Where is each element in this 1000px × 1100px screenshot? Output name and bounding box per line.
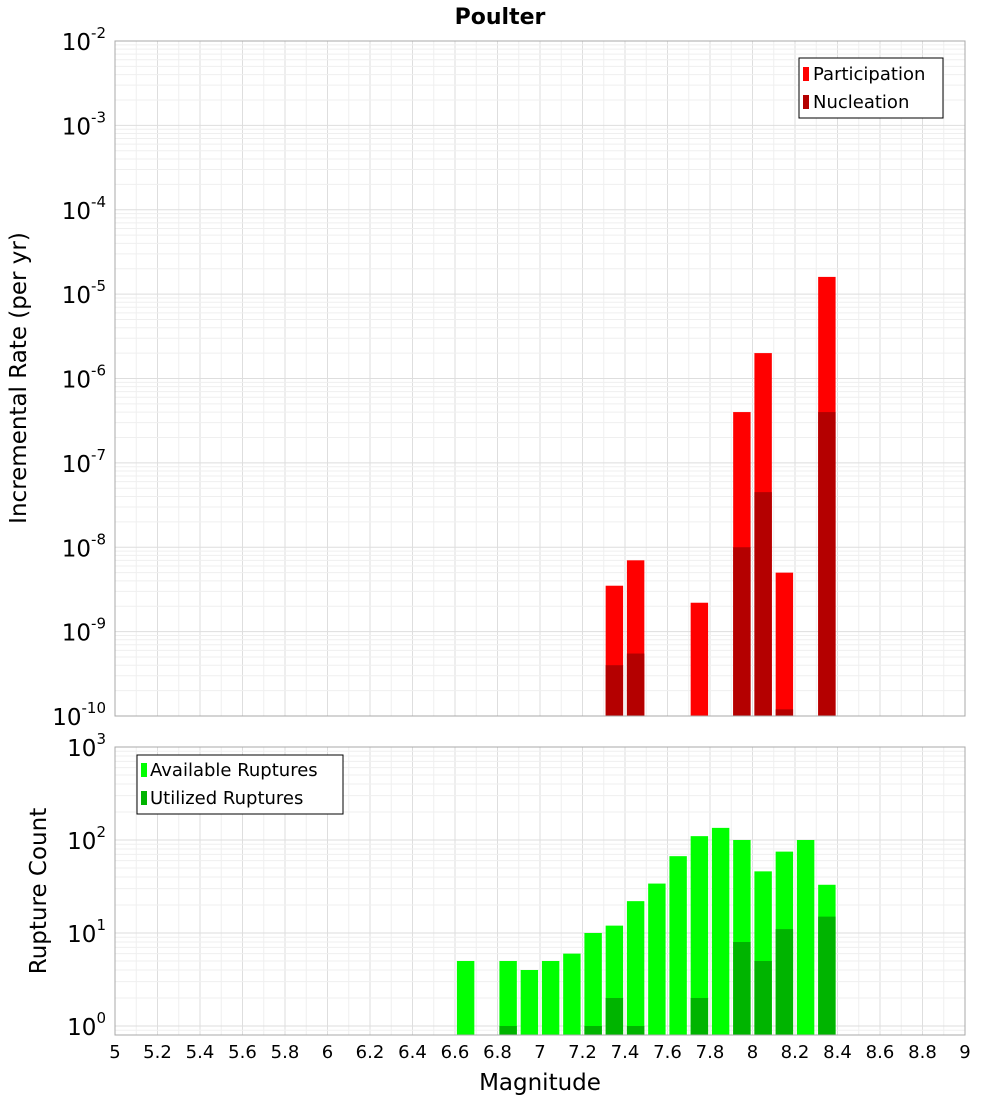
bottom-panel-count: 100 101 102 103 5 5.2 5.4 5.6 5.8 6 6.2 6.4 6.6 6.8 7…	[26, 730, 971, 1096]
count-bar-primary	[541, 960, 560, 1035]
x-tick-label: 8.4	[823, 1042, 852, 1063]
top-y-axis-label: Incremental Rate (per yr)	[6, 232, 32, 524]
y-tick-label: 100	[67, 1009, 106, 1041]
x-tick-label: 6.8	[483, 1042, 512, 1063]
x-tick-label: 7.6	[653, 1042, 682, 1063]
chart-title: Poulter	[455, 5, 546, 30]
x-tick-label: 5.2	[143, 1042, 172, 1063]
bottom-y-tick-labels: 100 101 102 103	[67, 730, 106, 1041]
y-tick-label: 10-6	[62, 362, 106, 394]
rate-bar-secondary	[818, 412, 836, 716]
legend-swatch-utilized	[141, 791, 147, 805]
count-bar-primary	[690, 836, 709, 1035]
bottom-bars	[456, 827, 836, 1035]
y-tick-label: 10-4	[62, 193, 106, 225]
x-tick-label: 6	[322, 1042, 333, 1063]
legend-label-available: Available Ruptures	[150, 760, 318, 781]
legend-label-utilized: Utilized Ruptures	[150, 788, 303, 809]
x-tick-label: 5.4	[186, 1042, 215, 1063]
top-panel-rate: 10-10 10-9 10-8 10-7 10-6 10-5 10-4 10-3 10-2 In…	[6, 24, 966, 731]
count-bar-primary	[563, 953, 581, 1035]
count-bar-primary	[796, 839, 815, 1035]
legend-swatch-participation	[803, 67, 809, 81]
count-bar-primary	[711, 827, 730, 1035]
x-tick-label: 5.8	[271, 1042, 300, 1063]
top-legend: Participation Nucleation	[798, 57, 944, 119]
y-tick-label: 10-7	[62, 446, 106, 478]
count-bar-primary	[648, 883, 666, 1035]
y-tick-label: 10-3	[62, 108, 106, 140]
y-tick-label: 10-2	[62, 24, 106, 56]
rate-bar-primary	[775, 572, 794, 716]
x-tick-label: 8	[747, 1042, 758, 1063]
x-tick-label: 5	[109, 1042, 120, 1063]
count-bar-secondary	[754, 960, 772, 1035]
top-grid	[114, 40, 966, 717]
rate-bar-secondary	[733, 547, 751, 716]
top-y-tick-labels: 10-10 10-9 10-8 10-7 10-6 10-5 10-4 10-3 10-2	[52, 24, 106, 731]
count-bar-primary	[584, 932, 602, 1035]
x-tick-label: 7.2	[568, 1042, 597, 1063]
count-bar-secondary	[733, 942, 751, 1035]
y-tick-label: 10-10	[52, 699, 106, 731]
y-tick-label: 10-5	[62, 277, 106, 309]
legend-label-participation: Participation	[813, 64, 925, 85]
x-tick-label: 5.6	[228, 1042, 257, 1063]
y-tick-label: 103	[67, 730, 106, 762]
x-tick-labels: 5 5.2 5.4 5.6 5.8 6 6.2 6.4 6.6 6.8 7 7.2 7.4 7.6 7.8 8…	[109, 1042, 970, 1063]
top-legend-box	[798, 57, 944, 119]
count-bar-primary	[499, 960, 517, 1035]
y-tick-label: 102	[67, 823, 106, 855]
count-bar-primary	[456, 960, 475, 1035]
x-tick-label: 9	[959, 1042, 970, 1063]
rate-bar-secondary	[754, 492, 772, 716]
rate-bar-secondary	[775, 709, 794, 716]
count-bar-primary	[626, 901, 645, 1035]
count-bar-primary	[669, 856, 687, 1035]
count-bar-secondary	[775, 929, 794, 1035]
top-plot-frame	[114, 40, 966, 717]
bottom-plot-frame	[114, 746, 966, 1036]
x-tick-label: 8.2	[781, 1042, 810, 1063]
y-tick-label: 10-9	[62, 615, 106, 647]
x-axis-label: Magnitude	[479, 1070, 601, 1096]
bottom-y-axis-label: Rupture Count	[26, 808, 52, 974]
rate-bar-secondary	[626, 653, 645, 716]
count-bar-primary	[520, 969, 539, 1035]
count-bar-secondary	[818, 916, 836, 1035]
count-bar-secondary	[499, 1025, 517, 1035]
count-bar-secondary	[605, 997, 624, 1035]
x-tick-label: 6.2	[356, 1042, 385, 1063]
legend-label-nucleation: Nucleation	[813, 92, 909, 113]
x-tick-label: 7	[534, 1042, 545, 1063]
x-tick-label: 6.6	[441, 1042, 470, 1063]
rate-bar-primary	[690, 602, 709, 716]
x-tick-label: 7.4	[611, 1042, 640, 1063]
legend-swatch-available	[141, 763, 147, 777]
x-tick-label: 8.6	[866, 1042, 895, 1063]
count-bar-secondary	[690, 997, 709, 1035]
y-tick-label: 10-8	[62, 530, 106, 562]
bottom-legend-box	[136, 754, 344, 815]
x-tick-label: 7.8	[696, 1042, 725, 1063]
count-bar-secondary	[626, 1025, 645, 1035]
top-bars	[605, 276, 836, 716]
y-tick-label: 101	[67, 916, 106, 948]
rate-bar-secondary	[605, 665, 624, 716]
count-bar-secondary	[584, 1025, 602, 1035]
x-tick-label: 8.8	[908, 1042, 937, 1063]
bottom-legend: Available Ruptures Utilized Ruptures	[136, 754, 344, 815]
legend-swatch-nucleation	[803, 95, 809, 109]
x-tick-label: 6.4	[398, 1042, 427, 1063]
